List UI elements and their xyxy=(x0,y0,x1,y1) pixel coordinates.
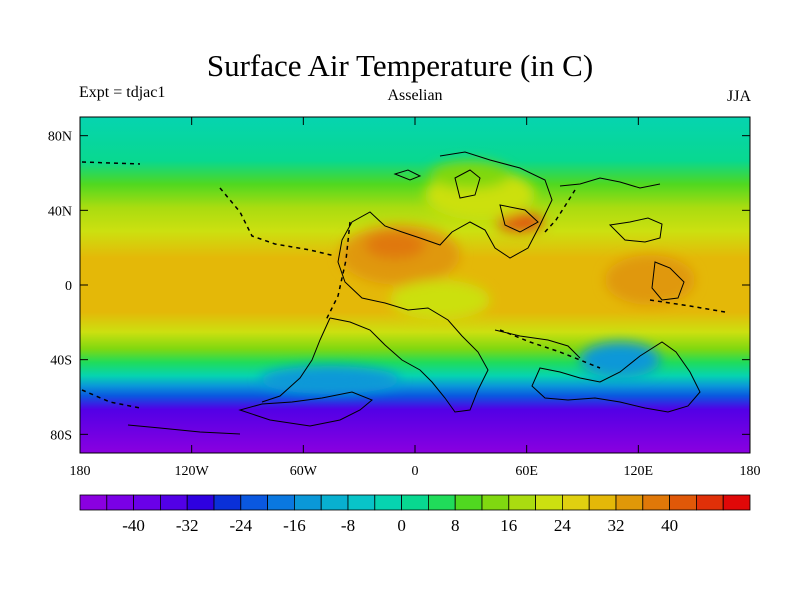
temperature-field xyxy=(80,117,750,453)
colorbar-label: 40 xyxy=(661,516,678,535)
colorbar-swatch xyxy=(186,494,215,511)
colorbar-swatch xyxy=(347,494,376,511)
colorbar-label: -16 xyxy=(283,516,306,535)
colorbar-swatch xyxy=(79,494,108,511)
colorbar-swatch xyxy=(481,494,510,511)
period-label: Asselian xyxy=(387,87,443,104)
colorbar-label: -24 xyxy=(229,516,252,535)
island-dashes xyxy=(81,161,726,409)
colorbar-swatch xyxy=(213,494,242,511)
x-tick-label: 60W xyxy=(290,464,318,479)
x-tick-label: 120W xyxy=(175,464,210,479)
colorbar-swatch xyxy=(508,494,536,511)
colorbar-swatch xyxy=(401,494,429,511)
colorbar-swatch xyxy=(320,494,349,511)
season-label: JJA xyxy=(726,88,751,105)
colorbar-label: -32 xyxy=(176,516,199,535)
colorbar-swatch xyxy=(562,494,590,511)
y-tick-label: 80S xyxy=(50,428,72,443)
colorbar-swatch xyxy=(159,494,188,511)
colorbar-label: 32 xyxy=(608,516,625,535)
colorbar-swatch xyxy=(696,494,724,511)
x-tick-label: 180 xyxy=(740,464,761,479)
colorbar-swatch xyxy=(374,494,402,511)
x-tick-label: 60E xyxy=(515,464,538,479)
experiment-label: Expt = tdjac1 xyxy=(79,84,166,101)
y-tick-label: 0 xyxy=(65,279,72,294)
colorbar-swatch xyxy=(133,494,161,511)
colorbar-swatch xyxy=(642,494,670,511)
colorbar-swatch xyxy=(293,494,322,511)
colorbar-label: 16 xyxy=(500,516,517,535)
y-tick-label: 40N xyxy=(48,204,72,219)
colorbar-label: 24 xyxy=(554,516,572,535)
map-title: Surface Air Temperature (in C) xyxy=(206,48,594,83)
x-tick-label: 180 xyxy=(70,464,91,479)
x-tick-label: 120E xyxy=(624,464,654,479)
colorbar-swatch xyxy=(454,494,483,511)
coastlines xyxy=(127,151,701,435)
colorbar-label: -40 xyxy=(122,516,145,535)
colorbar-swatch xyxy=(535,494,563,511)
y-tick-label: 80N xyxy=(48,130,72,145)
colorbar-swatch xyxy=(240,494,269,511)
colorbar-swatch xyxy=(267,494,295,511)
colorbar-label: 8 xyxy=(451,516,460,535)
colorbar-swatch xyxy=(106,494,135,511)
colorbar-swatch xyxy=(669,494,697,511)
longitude-axis: 180 120W 60W 0 60E 120E 180 xyxy=(70,117,761,479)
colorbar-swatch xyxy=(615,494,644,511)
colorbar: -40 -32 -24 -16 -8 0 8 16 24 32 40 xyxy=(79,494,751,535)
colorbar-swatch xyxy=(427,494,456,511)
colorbar-swatch xyxy=(588,494,617,511)
colorbar-swatch xyxy=(722,494,751,511)
colorbar-label: -8 xyxy=(341,516,355,535)
x-tick-label: 0 xyxy=(412,464,419,479)
latitude-axis: 80N 40N 0 40S 80S xyxy=(48,130,750,443)
colorbar-label: 0 xyxy=(397,516,406,535)
y-tick-label: 40S xyxy=(50,354,72,369)
